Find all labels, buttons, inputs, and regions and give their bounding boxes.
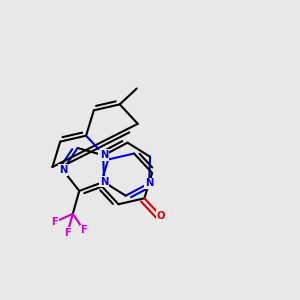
Text: N: N [100,150,108,160]
Text: N: N [145,178,153,188]
Text: N: N [99,150,107,160]
Text: N: N [59,165,67,175]
Text: O: O [157,211,165,221]
Text: F: F [81,225,87,235]
Text: F: F [51,217,58,227]
Text: F: F [64,228,71,238]
Text: N: N [100,177,108,187]
